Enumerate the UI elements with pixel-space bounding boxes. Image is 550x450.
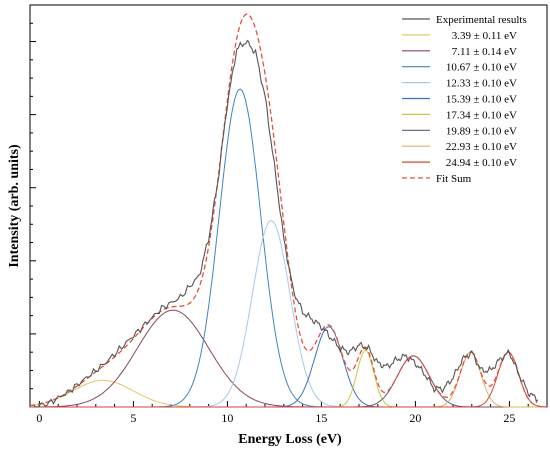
legend-label: Fit Sum	[436, 173, 472, 185]
x-tick-label: 25	[503, 411, 515, 425]
peak-curve	[30, 355, 547, 408]
x-tick-label: 20	[409, 411, 421, 425]
experimental-layer	[33, 39, 539, 408]
peak-curve	[30, 220, 547, 408]
legend-label: 12.33 ± 0.10 eV	[446, 78, 517, 90]
peak-curves	[29, 88, 548, 408]
legend-label: 17.34 ± 0.10 eV	[446, 109, 517, 121]
legend-label: 7.11 ± 0.14 eV	[452, 46, 517, 58]
y-axis-title: Intensity (arb. units)	[7, 144, 22, 268]
fit-sum-line	[29, 13, 548, 408]
legend-label: 15.39 ± 0.10 eV	[446, 94, 517, 106]
legend-label: 22.93 ± 0.10 eV	[446, 141, 517, 153]
peak-curve	[30, 309, 547, 408]
x-tick-label: 10	[221, 411, 233, 425]
x-tick-label: 15	[315, 411, 327, 425]
legend-label: 19.89 ± 0.10 eV	[446, 125, 517, 137]
fit-layer	[29, 13, 548, 408]
x-tick-label: 5	[130, 411, 136, 425]
legend-label: 24.94 ± 0.10 eV	[446, 157, 517, 169]
peak-curve	[30, 351, 547, 408]
peak-curve	[30, 351, 548, 408]
legend: Experimental results 3.39 ± 0.11 eV 7.11 ±…	[402, 14, 527, 185]
legend-label: 10.67 ± 0.10 eV	[446, 62, 517, 74]
experimental-line	[33, 39, 539, 408]
legend-label: 3.39 ± 0.11 eV	[452, 30, 517, 42]
legend-label: Experimental results	[436, 14, 527, 26]
x-tick-label: 0	[36, 411, 42, 425]
peak-curve	[30, 326, 547, 408]
peak-curve	[29, 379, 547, 408]
x-axis-title: Energy Loss (eV)	[238, 432, 342, 447]
peak-curve	[30, 349, 547, 408]
